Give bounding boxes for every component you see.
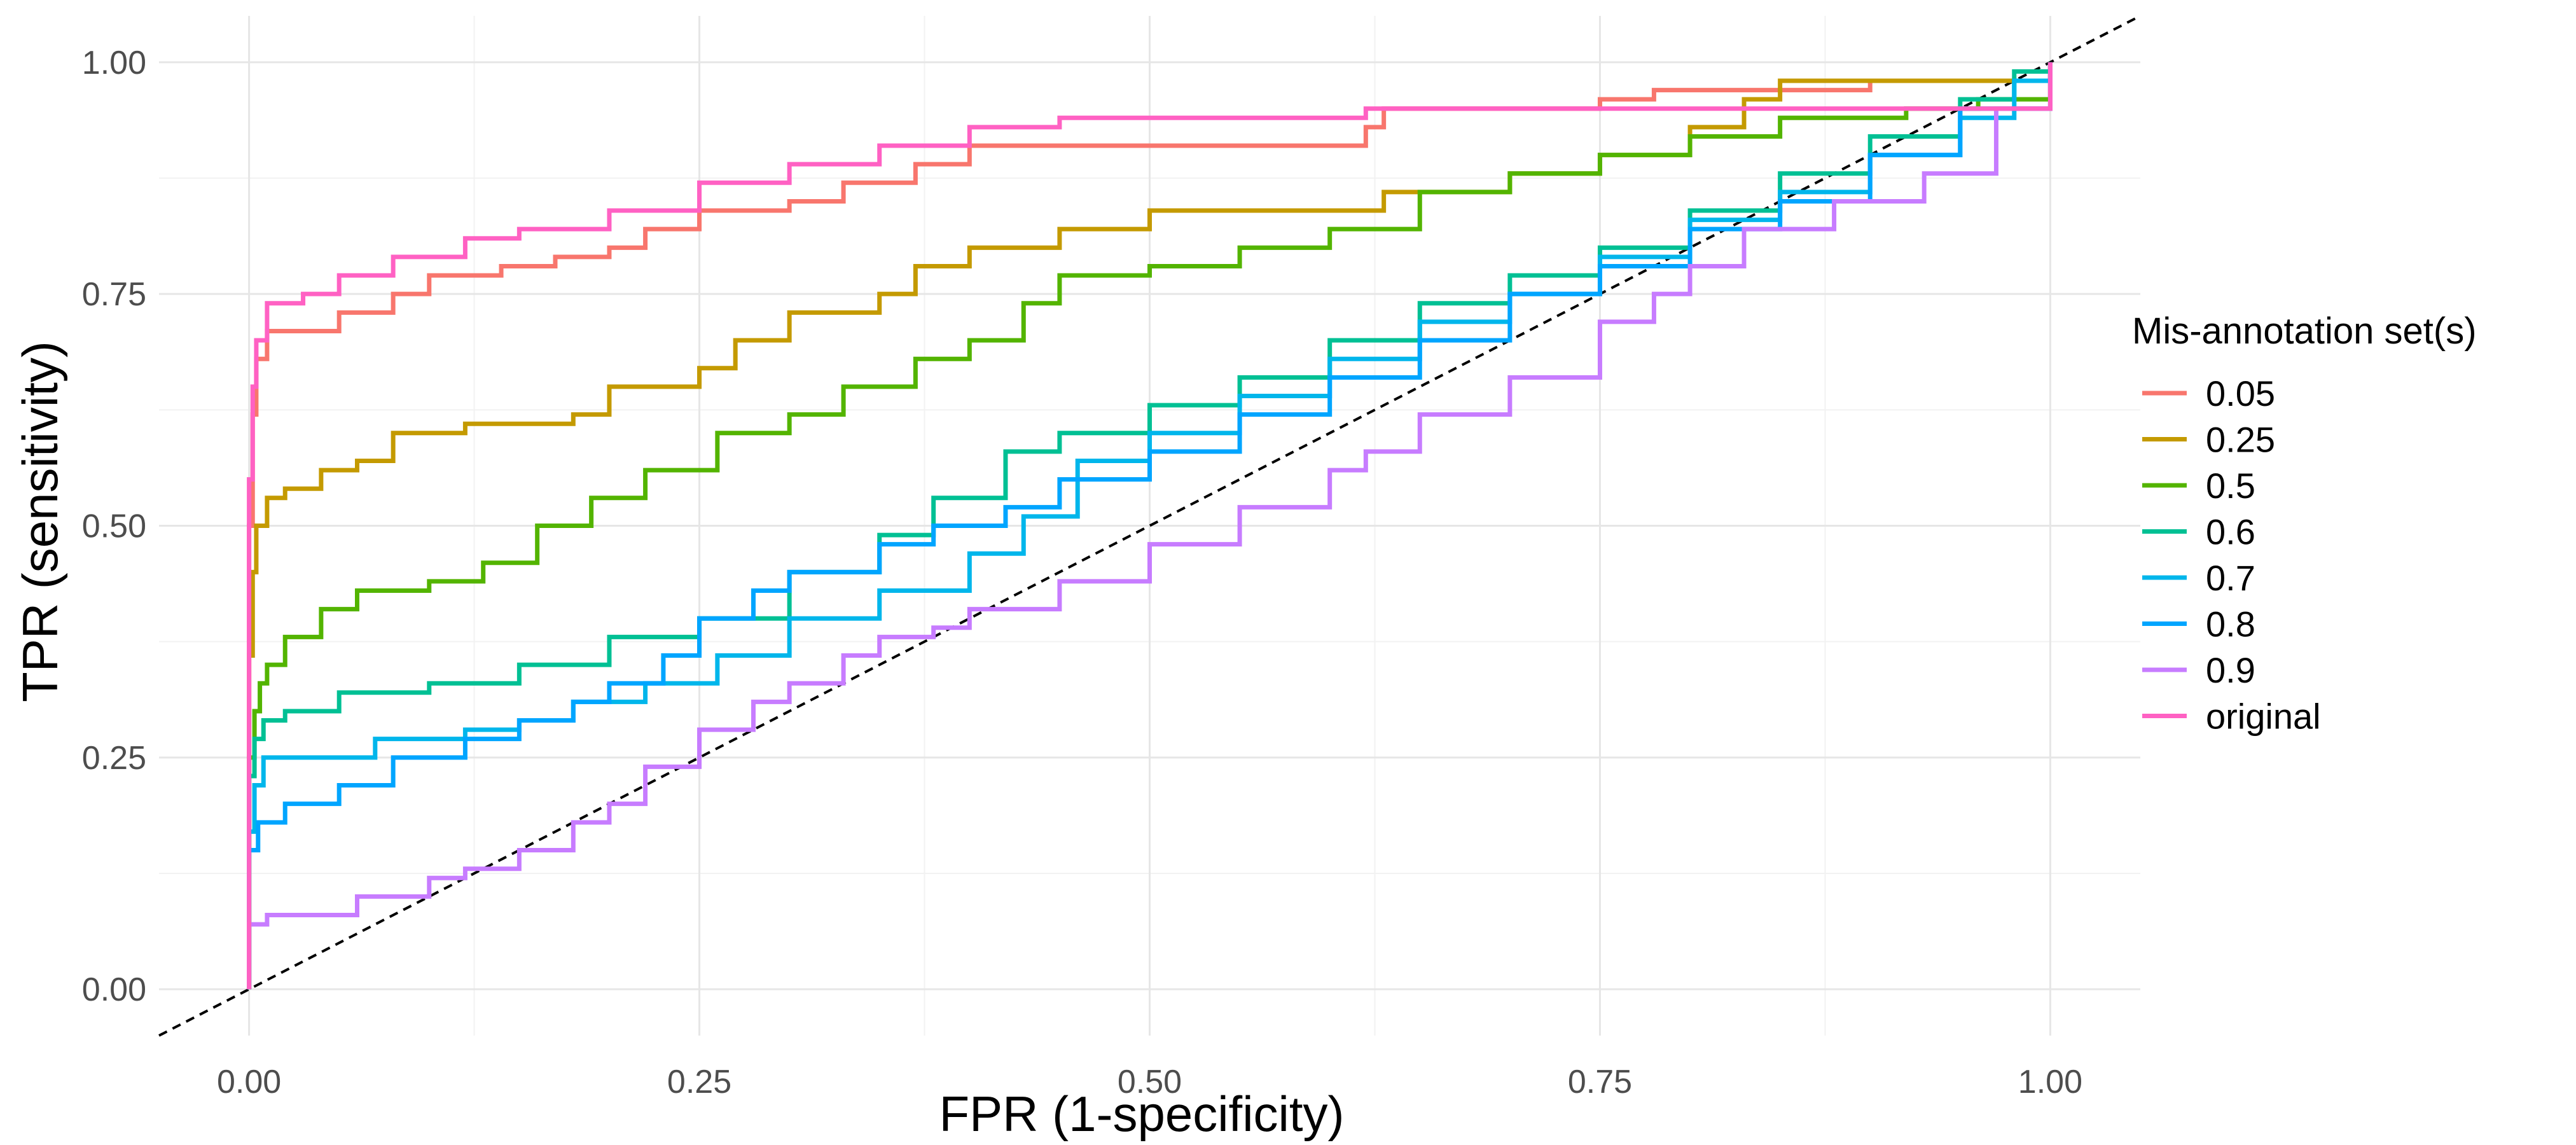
legend-label-0.6: 0.6: [2206, 512, 2255, 552]
reference-diagonal: [158, 15, 2141, 1037]
y-axis-title: TPR (sensitivity): [12, 341, 68, 702]
y-tick-label: 0.75: [82, 276, 146, 313]
legend-label-0.7: 0.7: [2206, 558, 2255, 598]
roc-line-0.5: [247, 62, 2053, 990]
legend: Mis-annotation set(s) 0.05 0.25 0.5 0.6 0.7 0…: [2132, 310, 2477, 737]
x-tick-label: 0.50: [1118, 1064, 1182, 1100]
legend-label-0.9: 0.9: [2206, 650, 2255, 690]
legend-label-0.05: 0.05: [2206, 373, 2275, 413]
roc-line-0.9: [247, 62, 2053, 990]
roc-line-0.8: [247, 62, 2053, 990]
legend-label-0.25: 0.25: [2206, 420, 2275, 460]
x-axis-title: FPR (1-specificity): [939, 1086, 1344, 1142]
x-tick-label: 1.00: [2018, 1064, 2082, 1100]
y-tick-label: 0.00: [82, 971, 146, 1008]
roc-line-original: [247, 62, 2053, 990]
x-tick-label: 0.25: [667, 1064, 731, 1100]
series-layer: [247, 62, 2053, 990]
x-tick-label: 0.75: [1568, 1064, 1632, 1100]
x-tick-label: 0.00: [217, 1064, 281, 1100]
legend-label-original: original: [2206, 697, 2321, 737]
y-tick-label: 0.50: [82, 508, 146, 545]
y-tick-label: 0.25: [82, 740, 146, 777]
legend-title: Mis-annotation set(s): [2132, 310, 2477, 352]
y-tick-label: 1.00: [82, 45, 146, 81]
reference-line-layer: [158, 15, 2141, 1037]
legend-label-0.5: 0.5: [2206, 466, 2255, 506]
tick-label-layer: 0.00 0.25 0.50 0.75 1.00 0.00 0.25 0.50 0.75 1.00: [82, 45, 2082, 1100]
legend-label-0.8: 0.8: [2206, 604, 2255, 644]
